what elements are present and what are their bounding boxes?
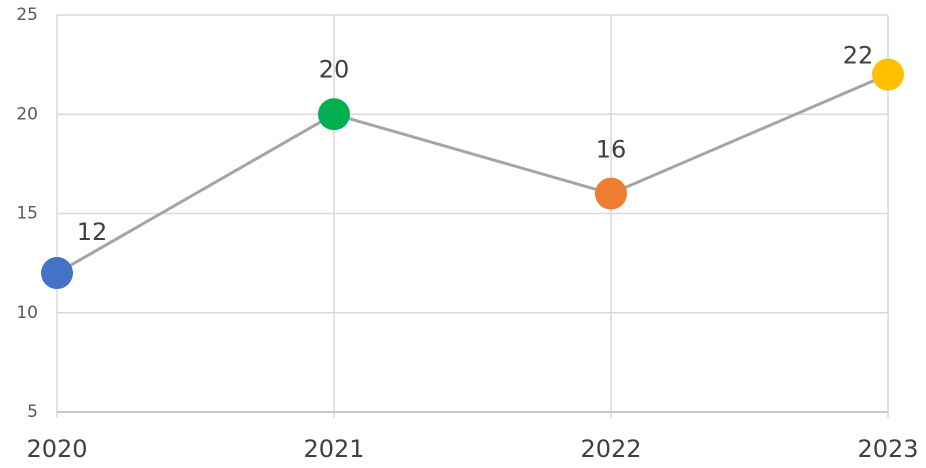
y-tick-label: 15 xyxy=(16,204,38,224)
data-label: 22 xyxy=(843,42,874,70)
x-tick-label: 2020 xyxy=(26,435,87,463)
x-tick-label: 2023 xyxy=(857,435,918,463)
y-tick-label: 5 xyxy=(27,402,38,422)
y-tick-label: 25 xyxy=(16,5,38,25)
point xyxy=(872,58,904,91)
data-label: 20 xyxy=(319,55,350,83)
line xyxy=(56,73,889,275)
point xyxy=(318,98,350,131)
x-tick-label: 2021 xyxy=(303,435,364,463)
y-tick-label: 10 xyxy=(16,303,38,323)
data-label: 12 xyxy=(77,218,108,246)
point xyxy=(41,257,73,290)
data-label: 16 xyxy=(596,136,627,164)
point xyxy=(595,177,627,210)
x-tick-label: 2022 xyxy=(580,435,641,463)
y-tick-label: 20 xyxy=(16,104,38,124)
